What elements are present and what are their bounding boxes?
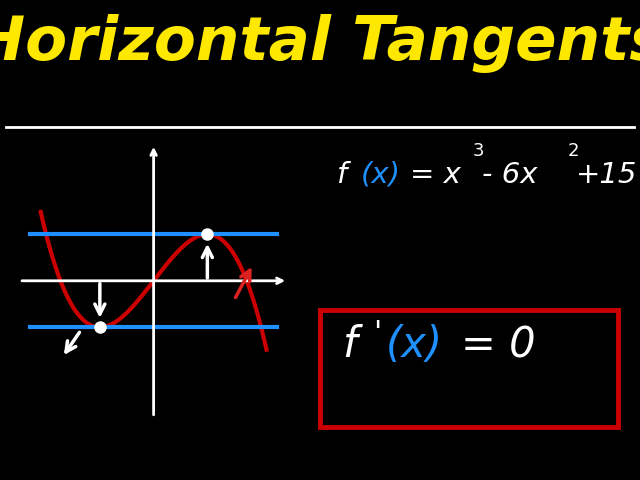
Text: 2: 2: [568, 142, 579, 159]
Text: Horizontal Tangents: Horizontal Tangents: [0, 14, 640, 73]
Text: 3: 3: [472, 142, 484, 159]
Text: (x): (x): [360, 161, 401, 189]
Text: (x): (x): [386, 324, 443, 366]
Text: = x: = x: [410, 161, 460, 189]
Bar: [320, 310, 618, 427]
Text: f: f: [336, 161, 346, 189]
Text: - 6x: - 6x: [482, 161, 538, 189]
Text: = 0: = 0: [461, 324, 536, 366]
Text: f: f: [342, 324, 357, 366]
Text: ': ': [373, 319, 381, 348]
Text: +15: +15: [576, 161, 637, 189]
